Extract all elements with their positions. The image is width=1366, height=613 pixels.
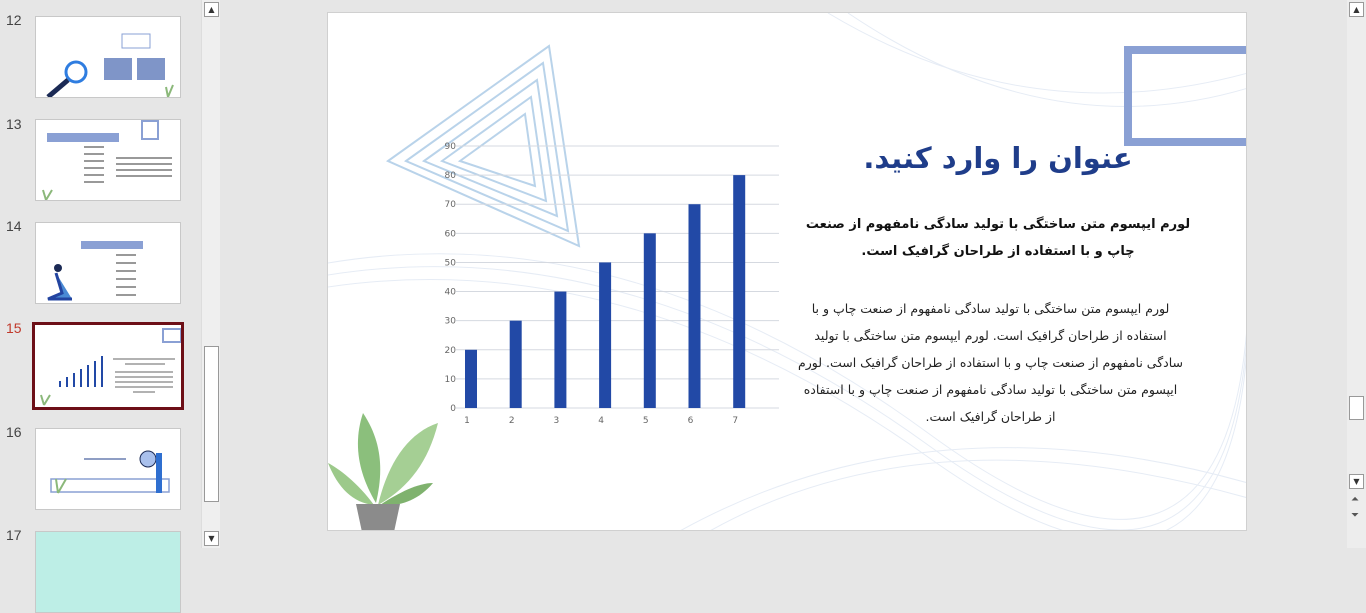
x-tick-label: 7: [732, 416, 738, 426]
scroll-up-arrow-icon[interactable]: ▲: [1349, 2, 1364, 17]
bar: [509, 320, 522, 408]
scroll-down-arrow-icon[interactable]: ▼: [1349, 474, 1364, 489]
bar: [599, 262, 612, 408]
bar: [733, 175, 746, 408]
scrollbar-thumb[interactable]: [1349, 396, 1364, 420]
bold-paragraph[interactable]: لورم ایپسوم متن ساختگی با تولید سادگی نا…: [805, 217, 1191, 259]
slide-canvas[interactable]: 0 10 20 30 40 50 60 70 80 90 1 2 3 4 5 6 7 عنوان را وارد…: [327, 12, 1247, 531]
slide-number: 16: [6, 424, 22, 440]
bar: [643, 233, 656, 408]
slide-thumbnail-17[interactable]: [35, 531, 181, 613]
slide-number: 17: [6, 527, 22, 543]
y-tick-label: 60: [445, 229, 457, 239]
plant-decoration: [328, 413, 438, 530]
scrollbar-thumb[interactable]: [204, 346, 219, 502]
y-tick-label: 10: [445, 375, 457, 385]
bar: [554, 291, 567, 408]
body-paragraph[interactable]: لورم ایپسوم متن ساختگی با تولید سادگی نا…: [798, 301, 1183, 424]
slide-thumbnail-14[interactable]: [35, 222, 181, 304]
slide-decoration: [328, 13, 1246, 530]
slide-number: 12: [6, 12, 22, 28]
x-tick-label: 1: [464, 416, 470, 426]
y-tick-label: 70: [445, 200, 457, 210]
slide-thumbnail-15[interactable]: [32, 322, 184, 410]
previous-slide-icon[interactable]: ⏶: [1351, 494, 1359, 505]
slide-number: 15: [6, 320, 22, 336]
slide-number: 13: [6, 116, 22, 132]
slide-thumbnail-12[interactable]: [35, 16, 181, 98]
y-tick-label: 30: [445, 317, 457, 327]
y-tick-label: 90: [445, 142, 457, 152]
y-tick-label: 80: [445, 171, 457, 181]
slide-scrollbar[interactable]: ▲ ▼ ⏶ ⏷: [1347, 0, 1366, 548]
scroll-up-arrow-icon[interactable]: ▲: [204, 2, 219, 17]
bar: [465, 349, 477, 408]
x-tick-label: 2: [509, 416, 515, 426]
bar-chart: 0 10 20 30 40 50 60 70 80 90 1 2 3 4 5 6 7: [445, 142, 779, 426]
slide-thumbnail-panel: 12 13 14 15 16 17: [0, 0, 200, 613]
x-tick-label: 5: [643, 416, 649, 426]
slide-thumbnail-16[interactable]: [35, 428, 181, 510]
x-tick-label: 4: [598, 416, 604, 426]
frame-decoration: [1124, 46, 1246, 146]
y-tick-label: 0: [450, 404, 456, 414]
bar: [688, 204, 701, 408]
scroll-down-arrow-icon[interactable]: ▼: [204, 531, 219, 546]
y-tick-label: 40: [445, 288, 457, 298]
slide-title[interactable]: عنوان را وارد کنید.: [863, 141, 1133, 175]
x-tick-label: 3: [554, 416, 560, 426]
next-slide-icon[interactable]: ⏷: [1351, 510, 1359, 521]
slide-thumbnail-13[interactable]: [35, 119, 181, 201]
slide-number: 14: [6, 218, 22, 234]
y-tick-label: 20: [445, 346, 457, 356]
y-tick-label: 50: [445, 258, 457, 268]
x-tick-label: 6: [688, 416, 694, 426]
thumbnail-scrollbar[interactable]: ▲ ▼: [201, 0, 220, 548]
